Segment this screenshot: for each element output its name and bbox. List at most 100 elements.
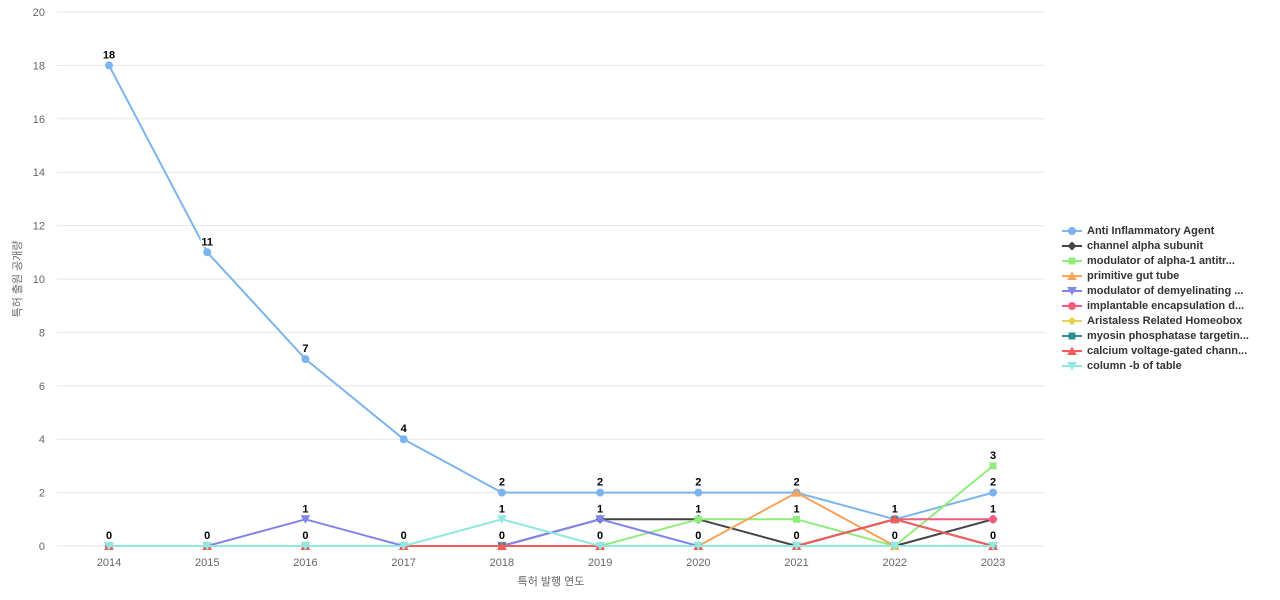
data-point-anti-inflammatory-agent-2016[interactable] [301, 355, 310, 364]
legend-marker-icon [1062, 241, 1082, 250]
data-point-primitive-gut-tube-2021[interactable] [791, 488, 802, 497]
data-point-column-b-of-table-2023[interactable] [988, 542, 998, 551]
y-tick-label: 16 [33, 114, 45, 126]
x-tick-label-2017: 2017 [391, 557, 415, 569]
data-label-2018-1: 1 [499, 503, 505, 515]
data-label-2020-0: 0 [695, 530, 701, 542]
data-label-2018-0: 0 [499, 530, 505, 542]
data-point-column-b-of-table-2016[interactable] [300, 542, 311, 551]
diamond-marker-icon [1067, 241, 1077, 250]
legend-item-channel-alpha-subunit[interactable]: channel alpha subunit [1062, 238, 1249, 253]
triangle-down-marker-icon [1067, 361, 1077, 370]
legend-marker-icon [1062, 301, 1082, 310]
data-label-2014-18: 18 [103, 49, 115, 61]
data-label-2023-0: 0 [990, 530, 996, 542]
diamond-marker-icon [1067, 316, 1077, 325]
triangle-marker-icon [1067, 346, 1077, 355]
data-point-modulator-of-alpha-1-antitr-2021[interactable] [793, 515, 801, 523]
x-tick-label-2023: 2023 [981, 557, 1005, 569]
data-label-2020-1: 1 [695, 503, 701, 515]
data-point-column-b-of-table-2019[interactable] [595, 542, 605, 551]
data-label-2015-0: 0 [204, 530, 210, 542]
y-tick-label: 18 [33, 60, 45, 72]
x-tick-label-2021: 2021 [784, 557, 808, 569]
data-label-2018-2: 2 [499, 477, 505, 489]
data-point-calcium-voltage-gated-chann-2022[interactable] [889, 514, 900, 524]
y-tick-label: 12 [33, 221, 45, 233]
x-axis-title: 특허 발행 연도 [517, 576, 585, 588]
series-line-anti-inflammatory-agent [108, 64, 994, 521]
data-point-calcium-voltage-gated-chann-2018[interactable] [497, 541, 507, 551]
data-label-2016-1: 1 [302, 503, 308, 515]
data-point-anti-inflammatory-agent-2020[interactable] [694, 488, 703, 497]
legend-item-label: column -b of table [1087, 359, 1182, 372]
series-line-modulator-of-alpha-1-antitr [108, 464, 994, 547]
legend-marker-icon [1062, 286, 1082, 295]
legend-item-label: modulator of alpha-1 antitr... [1087, 254, 1235, 267]
legend-item-modulator-of-alpha-1-antitr[interactable]: modulator of alpha-1 antitr... [1062, 253, 1249, 268]
x-tick-label-2016: 2016 [293, 557, 317, 569]
data-label-2015-11: 11 [201, 236, 213, 248]
triangle-down-marker-icon [1067, 286, 1077, 295]
x-tick-label-2019: 2019 [588, 557, 612, 569]
data-label-2022-0: 0 [892, 530, 898, 542]
data-point-anti-inflammatory-agent-2014[interactable] [105, 61, 113, 70]
data-label-2023-2: 2 [990, 477, 996, 489]
data-point-modulator-of-demyelinating-2019[interactable] [595, 515, 605, 524]
data-point-modulator-of-alpha-1-antitr-2020[interactable] [694, 515, 702, 523]
data-label-2020-2: 2 [695, 477, 701, 489]
legend-item-label: Anti Inflammatory Agent [1087, 224, 1215, 237]
legend-marker-icon [1062, 271, 1082, 280]
legend-item-implantable-encapsulation-d[interactable]: implantable encapsulation d... [1062, 298, 1249, 313]
square-marker-icon [1068, 332, 1076, 339]
y-tick-label: 6 [39, 381, 45, 393]
data-point-modulator-of-demyelinating-2016[interactable] [300, 515, 311, 524]
legend-item-label: calcium voltage-gated chann... [1087, 344, 1248, 357]
y-tick-label: 2 [39, 488, 45, 500]
legend-item-calcium-voltage-gated-chann[interactable]: calcium voltage-gated chann... [1062, 343, 1249, 358]
legend-item-label: primitive gut tube [1087, 269, 1180, 282]
legend-item-column-b-of-table[interactable]: column -b of table [1062, 358, 1249, 373]
legend-item-myosin-phosphatase-targetin[interactable]: myosin phosphatase targetin... [1062, 328, 1249, 343]
data-label-2023-3: 3 [990, 450, 996, 462]
y-tick-label: 14 [33, 167, 45, 179]
data-point-column-b-of-table-2017[interactable] [398, 542, 409, 551]
legend-item-anti-inflammatory-agent[interactable]: Anti Inflammatory Agent [1062, 223, 1249, 238]
data-label-2017-0: 0 [401, 530, 407, 542]
data-point-column-b-of-table-2021[interactable] [791, 542, 802, 551]
y-axis-title: 특허 출원 공개량 [12, 240, 24, 318]
data-point-anti-inflammatory-agent-2018[interactable] [497, 488, 506, 497]
data-point-column-b-of-table-2018[interactable] [497, 515, 507, 524]
legend-marker-icon [1062, 346, 1082, 355]
data-point-column-b-of-table-2022[interactable] [889, 542, 900, 551]
data-point-column-b-of-table-2015[interactable] [202, 542, 213, 551]
triangle-marker-icon [1067, 271, 1077, 280]
data-point-modulator-of-alpha-1-antitr-2023[interactable] [989, 462, 997, 470]
data-point-column-b-of-table-2020[interactable] [693, 542, 704, 551]
legend-item-label: implantable encapsulation d... [1087, 299, 1245, 312]
data-point-anti-inflammatory-agent-2023[interactable] [989, 488, 997, 497]
data-point-anti-inflammatory-agent-2015[interactable] [203, 248, 212, 257]
legend-item-label: channel alpha subunit [1087, 239, 1204, 252]
data-point-column-b-of-table-2014[interactable] [104, 542, 114, 551]
legend-item-label: myosin phosphatase targetin... [1087, 329, 1249, 342]
data-point-implantable-encapsulation-d-2023[interactable] [989, 515, 997, 524]
y-tick-label: 8 [39, 327, 45, 339]
data-label-2016-0: 0 [302, 530, 308, 542]
legend-marker-icon [1062, 226, 1082, 235]
legend-marker-icon [1062, 332, 1082, 339]
circle-marker-icon [1068, 226, 1076, 235]
x-tick-label-2022: 2022 [883, 557, 907, 569]
data-label-2016-7: 7 [302, 343, 308, 355]
legend-item-primitive-gut-tube[interactable]: primitive gut tube [1062, 268, 1249, 283]
legend: Anti Inflammatory Agent channel alpha sub… [1062, 223, 1249, 373]
legend-item-modulator-of-demyelinating[interactable]: modulator of demyelinating ... [1062, 283, 1249, 298]
data-point-anti-inflammatory-agent-2019[interactable] [596, 488, 605, 497]
legend-marker-icon [1062, 316, 1082, 325]
data-label-2019-1: 1 [597, 503, 603, 515]
legend-item-aristaless-related-homeobox[interactable]: Aristaless Related Homeobox [1062, 313, 1249, 328]
legend-item-label: Aristaless Related Homeobox [1087, 314, 1243, 327]
data-point-anti-inflammatory-agent-2017[interactable] [399, 435, 408, 444]
